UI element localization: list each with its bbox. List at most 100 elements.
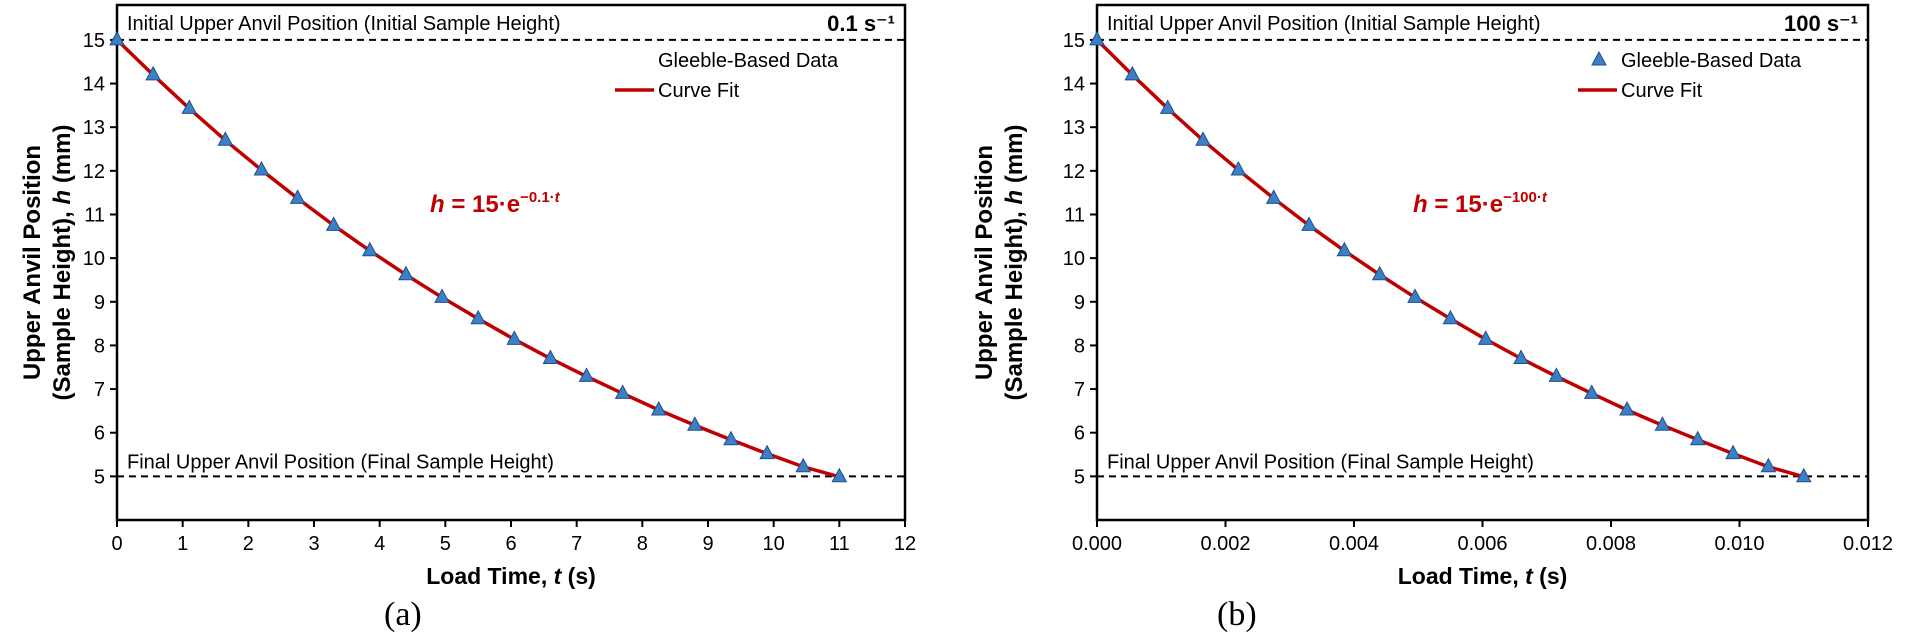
data-point-b: [1689, 430, 1706, 446]
data-point-a: [542, 349, 559, 365]
y-axis-title-unit: (mm): [1001, 124, 1028, 189]
data-point-b: [1619, 400, 1635, 416]
x-tick-label-a: 10: [763, 533, 785, 555]
data-point-b: [1301, 216, 1317, 231]
x-tick-label-a: 12: [894, 533, 916, 555]
data-point-a: [650, 400, 667, 416]
fit-equation-b: h = 15·e−100·t: [1413, 189, 1548, 218]
data-point-a: [470, 309, 487, 325]
x-axis-title-b: Load Time, t (s): [1398, 563, 1568, 589]
data-point-a: [578, 367, 595, 382]
data-point-b: [1089, 30, 1105, 46]
final-position-label-a: Final Upper Anvil Position (Final Sample…: [127, 451, 554, 473]
data-point-a: [687, 416, 703, 431]
data-point-a: [109, 30, 125, 46]
x-tick-label-a: 7: [571, 533, 582, 555]
data-point-b: [1230, 160, 1247, 176]
fit-equation-a: h = 15·e−0.1·t: [430, 189, 561, 218]
data-point-a: [831, 467, 848, 483]
equation-exponent: −0.1·: [520, 189, 555, 206]
y-tick-label-b: 10: [1063, 248, 1085, 270]
y-tick-label-a: 14: [83, 74, 105, 96]
data-point-a: [289, 189, 306, 204]
data-point-b: [1407, 288, 1423, 303]
x-tick-label-a: 3: [308, 533, 319, 555]
x-axis-title-var: t: [554, 563, 563, 589]
y-tick-label-a: 11: [84, 204, 105, 226]
y-tick-label-b: 15: [1063, 30, 1085, 52]
data-point-b: [1477, 330, 1494, 345]
data-point-a: [253, 160, 270, 176]
plot-frame-b: [1095, 3, 1870, 522]
x-tick-label-a: 5: [440, 533, 451, 555]
y-tick-label-a: 10: [83, 248, 105, 270]
legend-data-label-a: Gleeble-Based Data: [658, 50, 839, 72]
y-tick-label-a: 8: [94, 335, 105, 357]
x-tick-label-a: 6: [505, 533, 516, 555]
y-axis-title-line2: (Sample Height), h (mm): [1001, 124, 1028, 400]
strain-rate-label-b: 100 s⁻¹: [1784, 11, 1858, 36]
y-axis-title-var: h: [49, 190, 76, 205]
data-point-a: [217, 131, 234, 146]
x-tick-label-b: 0.010: [1714, 533, 1764, 555]
data-point-a: [434, 288, 450, 303]
data-point-b: [1336, 241, 1353, 257]
y-tick-label-a: 13: [83, 117, 105, 139]
chart-panel-b: 0.000 0.002 0.004 0.006 0.008 0.010 0.012 5 6 7 8 9…: [953, 0, 1906, 643]
y-tick-label-a: 12: [83, 161, 105, 183]
legend-fit-label-a: Curve Fit: [658, 80, 740, 102]
y-tick-label-b: 13: [1063, 117, 1085, 139]
y-tick-label-b: 7: [1074, 379, 1085, 401]
data-point-a: [398, 265, 414, 281]
data-point-b: [1760, 457, 1777, 473]
y-tick-label-b: 6: [1074, 423, 1085, 445]
x-tick-label-a: 0: [111, 533, 122, 555]
y-tick-label-b: 11: [1064, 204, 1085, 226]
data-point-b: [1124, 65, 1141, 81]
y-axis-title-line2-text: (Sample Height),: [1001, 204, 1028, 400]
equation-var: h: [430, 191, 445, 218]
y-axis-title-line1: Upper Anvil Position: [19, 145, 46, 380]
curve-fit-line-a: [115, 38, 840, 479]
x-axis-title-var: t: [1525, 563, 1534, 589]
y-tick-label-a: 6: [94, 423, 105, 445]
y-axis-title-var: h: [1001, 190, 1028, 205]
data-point-b: [1654, 416, 1671, 431]
y-tick-label-b: 12: [1063, 161, 1085, 183]
x-tick-label-b: 0.012: [1843, 533, 1893, 555]
y-axis-title-unit: (mm): [49, 124, 76, 189]
equation-var: h: [1413, 191, 1428, 218]
x-tick-label-b: 0.000: [1072, 533, 1122, 555]
data-point-b: [1371, 265, 1388, 281]
strain-rate-label-a: 0.1 s⁻¹: [827, 11, 895, 36]
equation-exponent: −100·: [1503, 189, 1542, 206]
data-point-a: [145, 65, 161, 81]
y-tick-label-b: 8: [1074, 335, 1085, 357]
y-axis-title-line2-text: (Sample Height),: [49, 204, 76, 400]
y-tick-label-b: 5: [1074, 466, 1085, 488]
legend-fit-label-b: Curve Fit: [1621, 80, 1703, 102]
legend-data-label-b: Gleeble-Based Data: [1621, 50, 1802, 72]
x-tick-label-a: 9: [702, 533, 713, 555]
data-point-a: [795, 457, 812, 473]
data-point-a: [181, 99, 198, 114]
data-point-b: [1265, 189, 1282, 204]
data-point-b: [1159, 99, 1176, 114]
initial-position-label-a: Initial Upper Anvil Position (Initial Sa…: [127, 13, 561, 35]
y-tick-label-b: 9: [1074, 292, 1085, 314]
x-tick-label-b: 0.004: [1329, 533, 1379, 555]
data-point-b: [1548, 367, 1565, 382]
data-point-a: [506, 330, 523, 345]
data-point-a: [759, 444, 775, 460]
x-axis-title-text: Load Time,: [1398, 563, 1525, 589]
x-tick-label-a: 8: [637, 533, 648, 555]
y-axis-title-line2: (Sample Height), h (mm): [49, 124, 76, 400]
y-axis-title-line1: Upper Anvil Position: [971, 145, 998, 380]
plot-frame-a: [115, 3, 907, 522]
data-point-b: [1795, 467, 1812, 483]
x-tick-label-b: 0.002: [1200, 533, 1250, 555]
data-point-a: [723, 430, 739, 446]
chart-b-svg: 0.000 0.002 0.004 0.006 0.008 0.010 0.012 5 6 7 8 9…: [971, 3, 1893, 589]
x-tick-label-a: 11: [829, 533, 850, 555]
panel-label-a: (a): [384, 596, 422, 633]
